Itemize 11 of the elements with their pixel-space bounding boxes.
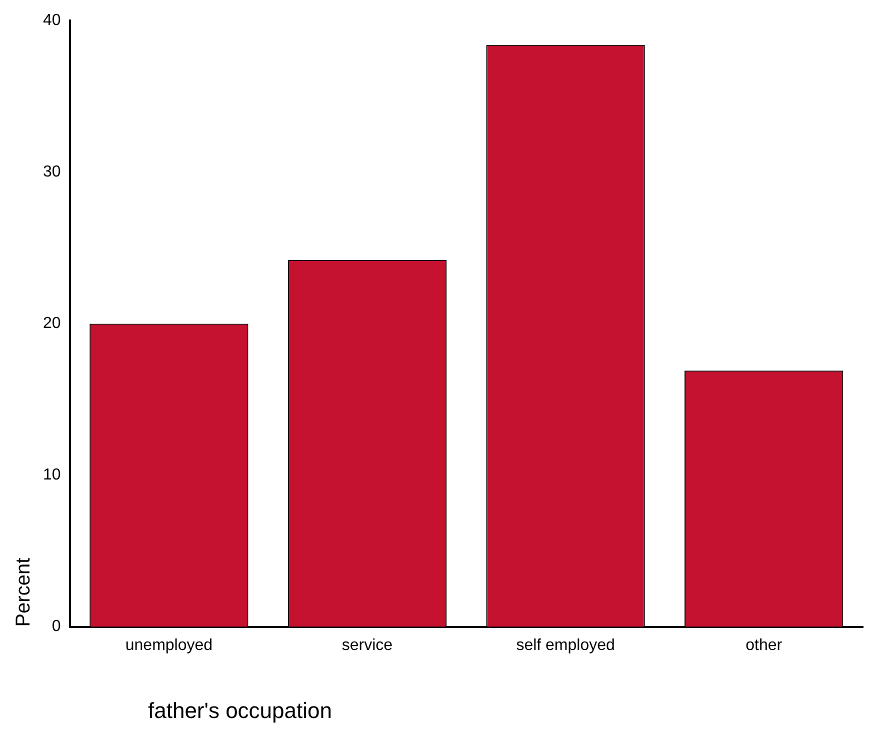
x-tick-label: other	[746, 636, 783, 654]
x-tick-label: service	[342, 636, 393, 654]
y-axis-title: Percent	[12, 557, 35, 627]
y-tick-label: 20	[43, 315, 61, 332]
y-tick-label: 30	[43, 164, 61, 181]
y-tick-label: 10	[43, 466, 61, 484]
x-axis-title: father's occupation	[148, 698, 333, 724]
y-tick-label: 0	[52, 618, 61, 636]
x-tick-label: unemployed	[125, 636, 213, 654]
y-tick-label: 40	[43, 12, 61, 30]
x-tick-label: self employed	[516, 636, 615, 654]
